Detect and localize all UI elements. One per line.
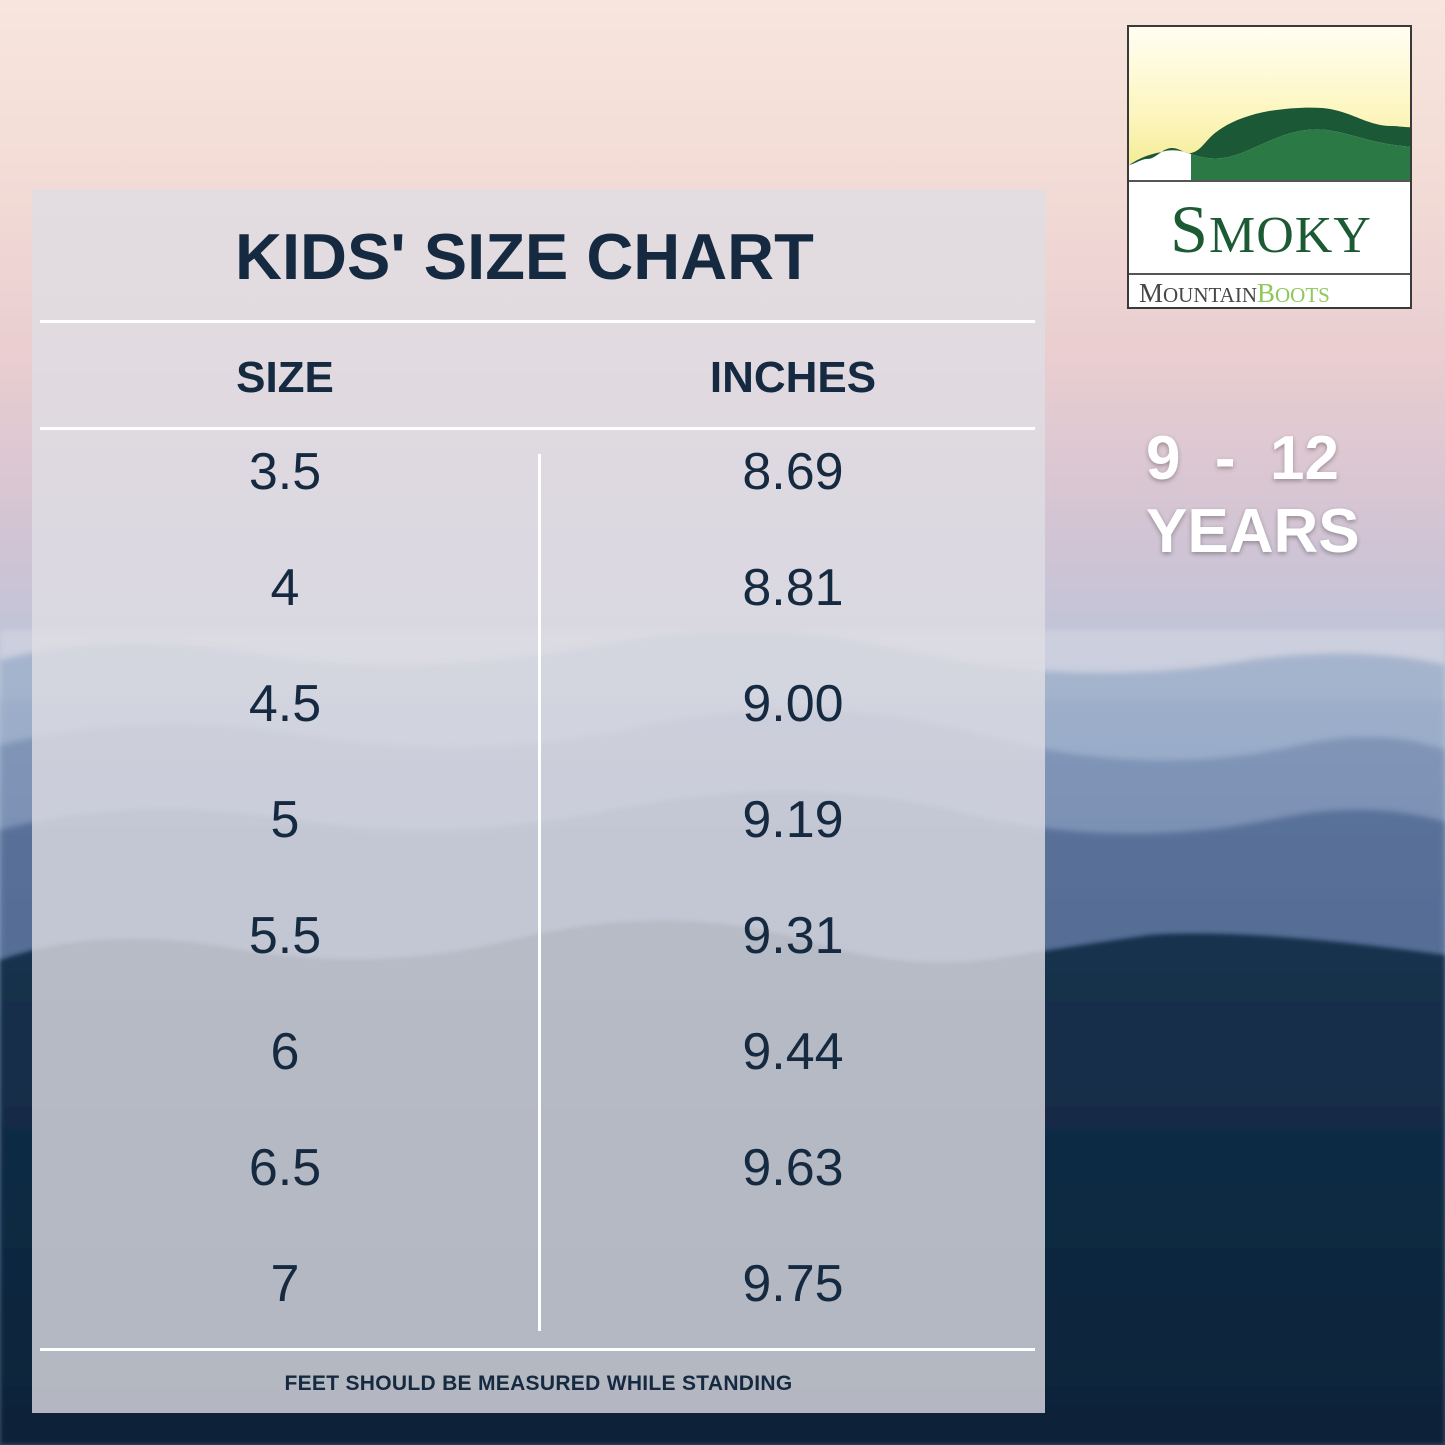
svg-text:MOUNTAINBOOTS: MOUNTAINBOOTS xyxy=(1139,278,1330,308)
